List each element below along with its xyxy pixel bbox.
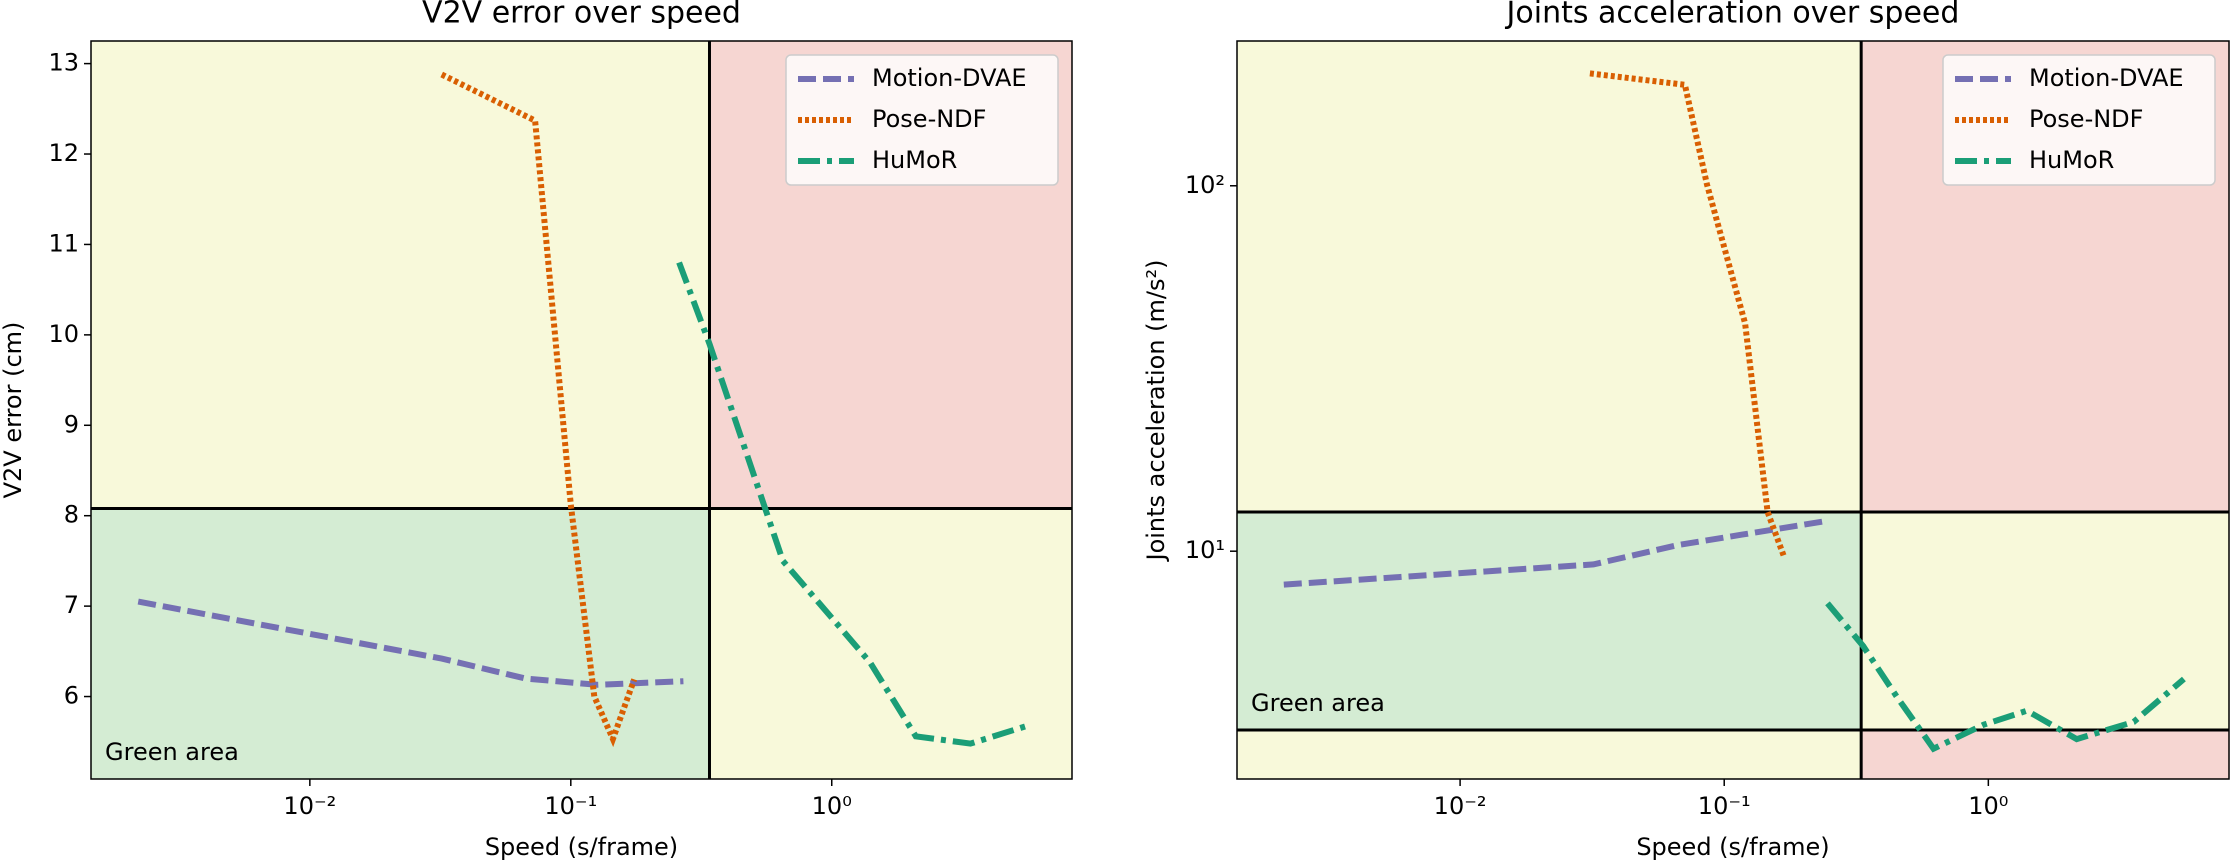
zone [91,508,710,779]
plot-frame [1236,40,2230,780]
x-axis-label: Speed (s/frame) [1636,833,1829,861]
legend-label: Pose-NDF [2029,105,2143,133]
zone [1861,730,2229,779]
series-line [440,71,638,748]
legend-label: HuMoR [872,146,957,174]
x-axis-label: Speed (s/frame) [485,833,678,861]
zone [1861,512,2229,731]
x-tick-label: 10⁰ [812,792,852,820]
legend-label: Pose-NDF [872,105,986,133]
x-tick-label: 10⁻¹ [544,792,597,820]
y-axis-label: Joints acceleration (m/s²) [1142,260,1170,563]
chart-title: V2V error over speed [422,0,741,31]
y-tick-label: 7 [64,591,79,619]
series-line [676,261,1032,747]
annotation: Green area [105,738,239,766]
y-tick-label: 12 [48,139,79,167]
legend-box [785,54,1059,186]
plot-frame [90,40,1073,780]
y-tick-label: 6 [64,682,79,710]
y-tick-label: 11 [48,229,79,257]
y-axis-label: V2V error (cm) [0,322,27,499]
y-tick-label: 10 [48,320,79,348]
legend-label: Motion-DVAE [2029,64,2184,92]
x-tick-label: 10⁰ [1968,792,2008,820]
legend-label: Motion-DVAE [872,64,1027,92]
series-line [1283,517,1828,588]
annotation: Green area [1251,689,1385,717]
zone [1237,730,1862,779]
legend-label: HuMoR [2029,146,2114,174]
legend-box [1942,54,2216,186]
series-line [137,598,684,688]
x-tick-label: 10⁻² [1434,792,1487,820]
y-tick-label: 8 [64,501,79,529]
x-tick-label: 10⁻² [283,792,336,820]
subplot: Green area 10⁻² 10⁻¹ 10⁰ 10¹ 10² Joints accele… [1142,0,2230,861]
zone [1237,512,1862,731]
y-tick-label: 10² [1185,171,1225,199]
series-line [1825,601,2186,753]
x-tick-label: 10⁻¹ [1698,792,1751,820]
subplot: Green area 10⁻² 10⁻¹ 10⁰ 6 7 8 9 10 11 12 13 V2V err… [0,0,1073,861]
series-line [1589,70,1788,559]
y-tick-label: 10¹ [1185,536,1225,564]
y-tick-label: 9 [64,410,79,438]
chart-title: Joints acceleration over speed [1505,0,1960,31]
zone [1237,41,1862,513]
zone [91,41,710,509]
zone [709,508,1072,779]
y-tick-label: 13 [48,49,79,77]
